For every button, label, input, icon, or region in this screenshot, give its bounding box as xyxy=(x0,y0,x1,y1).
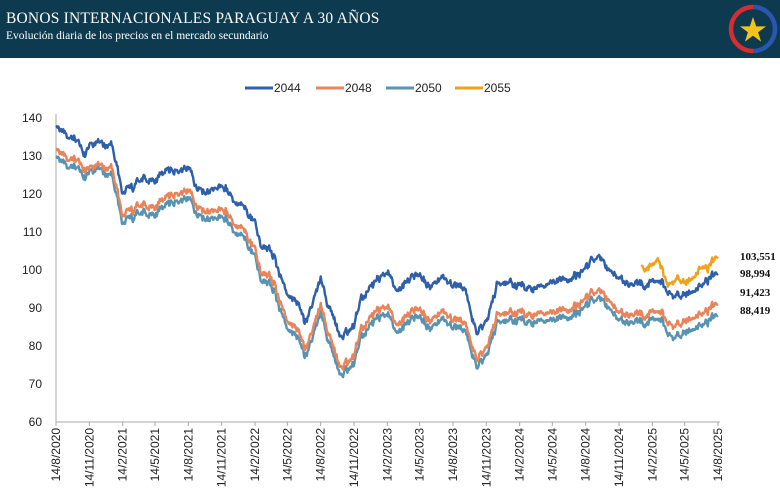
y-tick-label: 110 xyxy=(23,225,42,239)
x-tick-label: 14/2/2025 xyxy=(645,428,659,482)
x-tick-label: 14/8/2020 xyxy=(49,428,63,482)
y-tick-label: 100 xyxy=(22,263,42,277)
end-label-2048: 91,423 xyxy=(740,287,771,299)
x-tick-label: 14/8/2023 xyxy=(446,428,460,482)
end-label-2044: 98,994 xyxy=(740,268,771,280)
x-tick-label: 14/11/2020 xyxy=(82,428,96,487)
end-labels: 103,551 98,994 91,423 88,419 xyxy=(740,251,776,317)
legend-label-2055: 2055 xyxy=(484,81,511,95)
end-label-2050: 88,419 xyxy=(740,305,771,317)
page-subtitle: Evolución diaria de los precios en el me… xyxy=(6,30,269,42)
x-tick-label: 14/5/2022 xyxy=(280,428,294,482)
x-tick-label: 14/8/2025 xyxy=(711,428,725,482)
x-tick-label: 14/11/2021 xyxy=(215,428,229,487)
x-tick-label: 14/11/2023 xyxy=(479,428,493,487)
y-tick-label: 60 xyxy=(29,415,43,429)
x-tick-label: 14/8/2021 xyxy=(181,428,195,482)
x-tick-label: 14/8/2022 xyxy=(314,428,328,482)
x-tick-label: 14/2/2024 xyxy=(513,428,527,482)
series-line-2044 xyxy=(55,124,719,341)
series-line-2048 xyxy=(55,147,719,371)
y-tick-label: 90 xyxy=(29,301,43,315)
header-bar: BONOS INTERNACIONALES PARAGUAY A 30 AÑOS… xyxy=(0,0,780,58)
x-tick-label: 14/5/2021 xyxy=(148,428,162,482)
legend-label-2044: 2044 xyxy=(274,81,301,95)
line-chart: 2044 2048 2050 2055 60 70 80 90 100 110 120 130 140… xyxy=(22,81,776,487)
y-tick-label: 140 xyxy=(22,111,42,125)
y-tick-label: 80 xyxy=(29,339,43,353)
x-tick-label: 14/11/2024 xyxy=(612,428,626,487)
y-tick-label: 120 xyxy=(22,187,42,201)
end-label-2055: 103,551 xyxy=(740,251,776,263)
series-line-2050 xyxy=(55,155,719,379)
x-tick-label: 14/5/2025 xyxy=(678,428,692,482)
x-tick-label: 14/2/2023 xyxy=(380,428,394,482)
x-tick-label: 14/8/2024 xyxy=(579,428,593,482)
x-tick-label: 14/5/2023 xyxy=(413,428,427,482)
x-tick-label: 14/2/2021 xyxy=(116,428,130,482)
plot-area xyxy=(55,124,719,379)
y-tick-label: 130 xyxy=(22,149,42,163)
legend-label-2050: 2050 xyxy=(415,81,442,95)
paraguay-star-seal-icon xyxy=(728,4,778,54)
page-title: BONOS INTERNACIONALES PARAGUAY A 30 AÑOS xyxy=(6,10,380,27)
x-tick-label: 14/2/2022 xyxy=(248,428,262,482)
x-tick-label: 14/5/2024 xyxy=(545,428,559,482)
y-tick-label: 70 xyxy=(29,377,43,391)
x-axis: 14/8/2020 14/11/2020 14/2/2021 14/5/2021 14/… xyxy=(49,421,725,487)
chart-legend: 2044 2048 2050 2055 xyxy=(245,81,511,95)
series-line-2055 xyxy=(640,255,719,288)
y-axis: 60 70 80 90 100 110 120 130 140 xyxy=(22,111,57,429)
legend-label-2048: 2048 xyxy=(345,81,372,95)
x-tick-label: 14/11/2022 xyxy=(347,428,361,487)
